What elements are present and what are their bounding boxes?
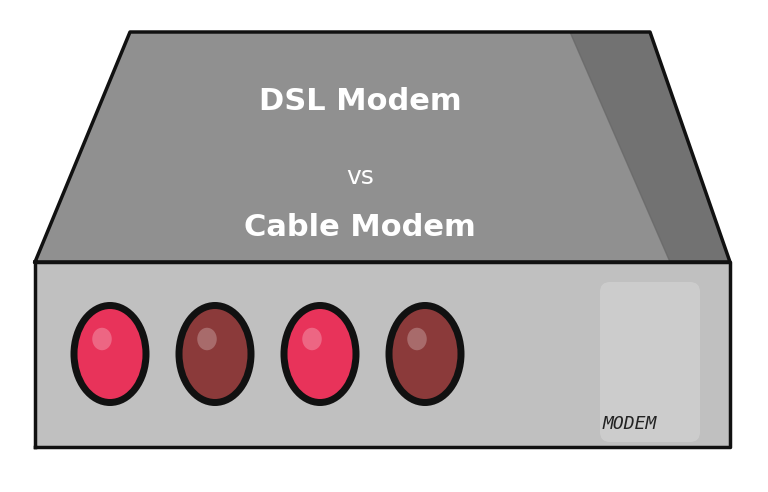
Ellipse shape [78,309,143,399]
Ellipse shape [197,328,217,350]
Polygon shape [570,32,730,262]
Ellipse shape [386,302,465,406]
Ellipse shape [92,328,112,350]
Ellipse shape [71,302,150,406]
FancyBboxPatch shape [600,282,700,442]
Text: MODEM: MODEM [603,415,657,433]
Ellipse shape [407,328,427,350]
Ellipse shape [287,309,353,399]
Ellipse shape [183,309,247,399]
Text: Cable Modem: Cable Modem [244,213,476,242]
Polygon shape [35,262,730,447]
Ellipse shape [392,309,458,399]
Text: vs: vs [346,165,374,189]
Ellipse shape [303,328,322,350]
Text: DSL Modem: DSL Modem [259,88,462,117]
Ellipse shape [176,302,254,406]
Polygon shape [35,32,730,262]
Ellipse shape [280,302,359,406]
